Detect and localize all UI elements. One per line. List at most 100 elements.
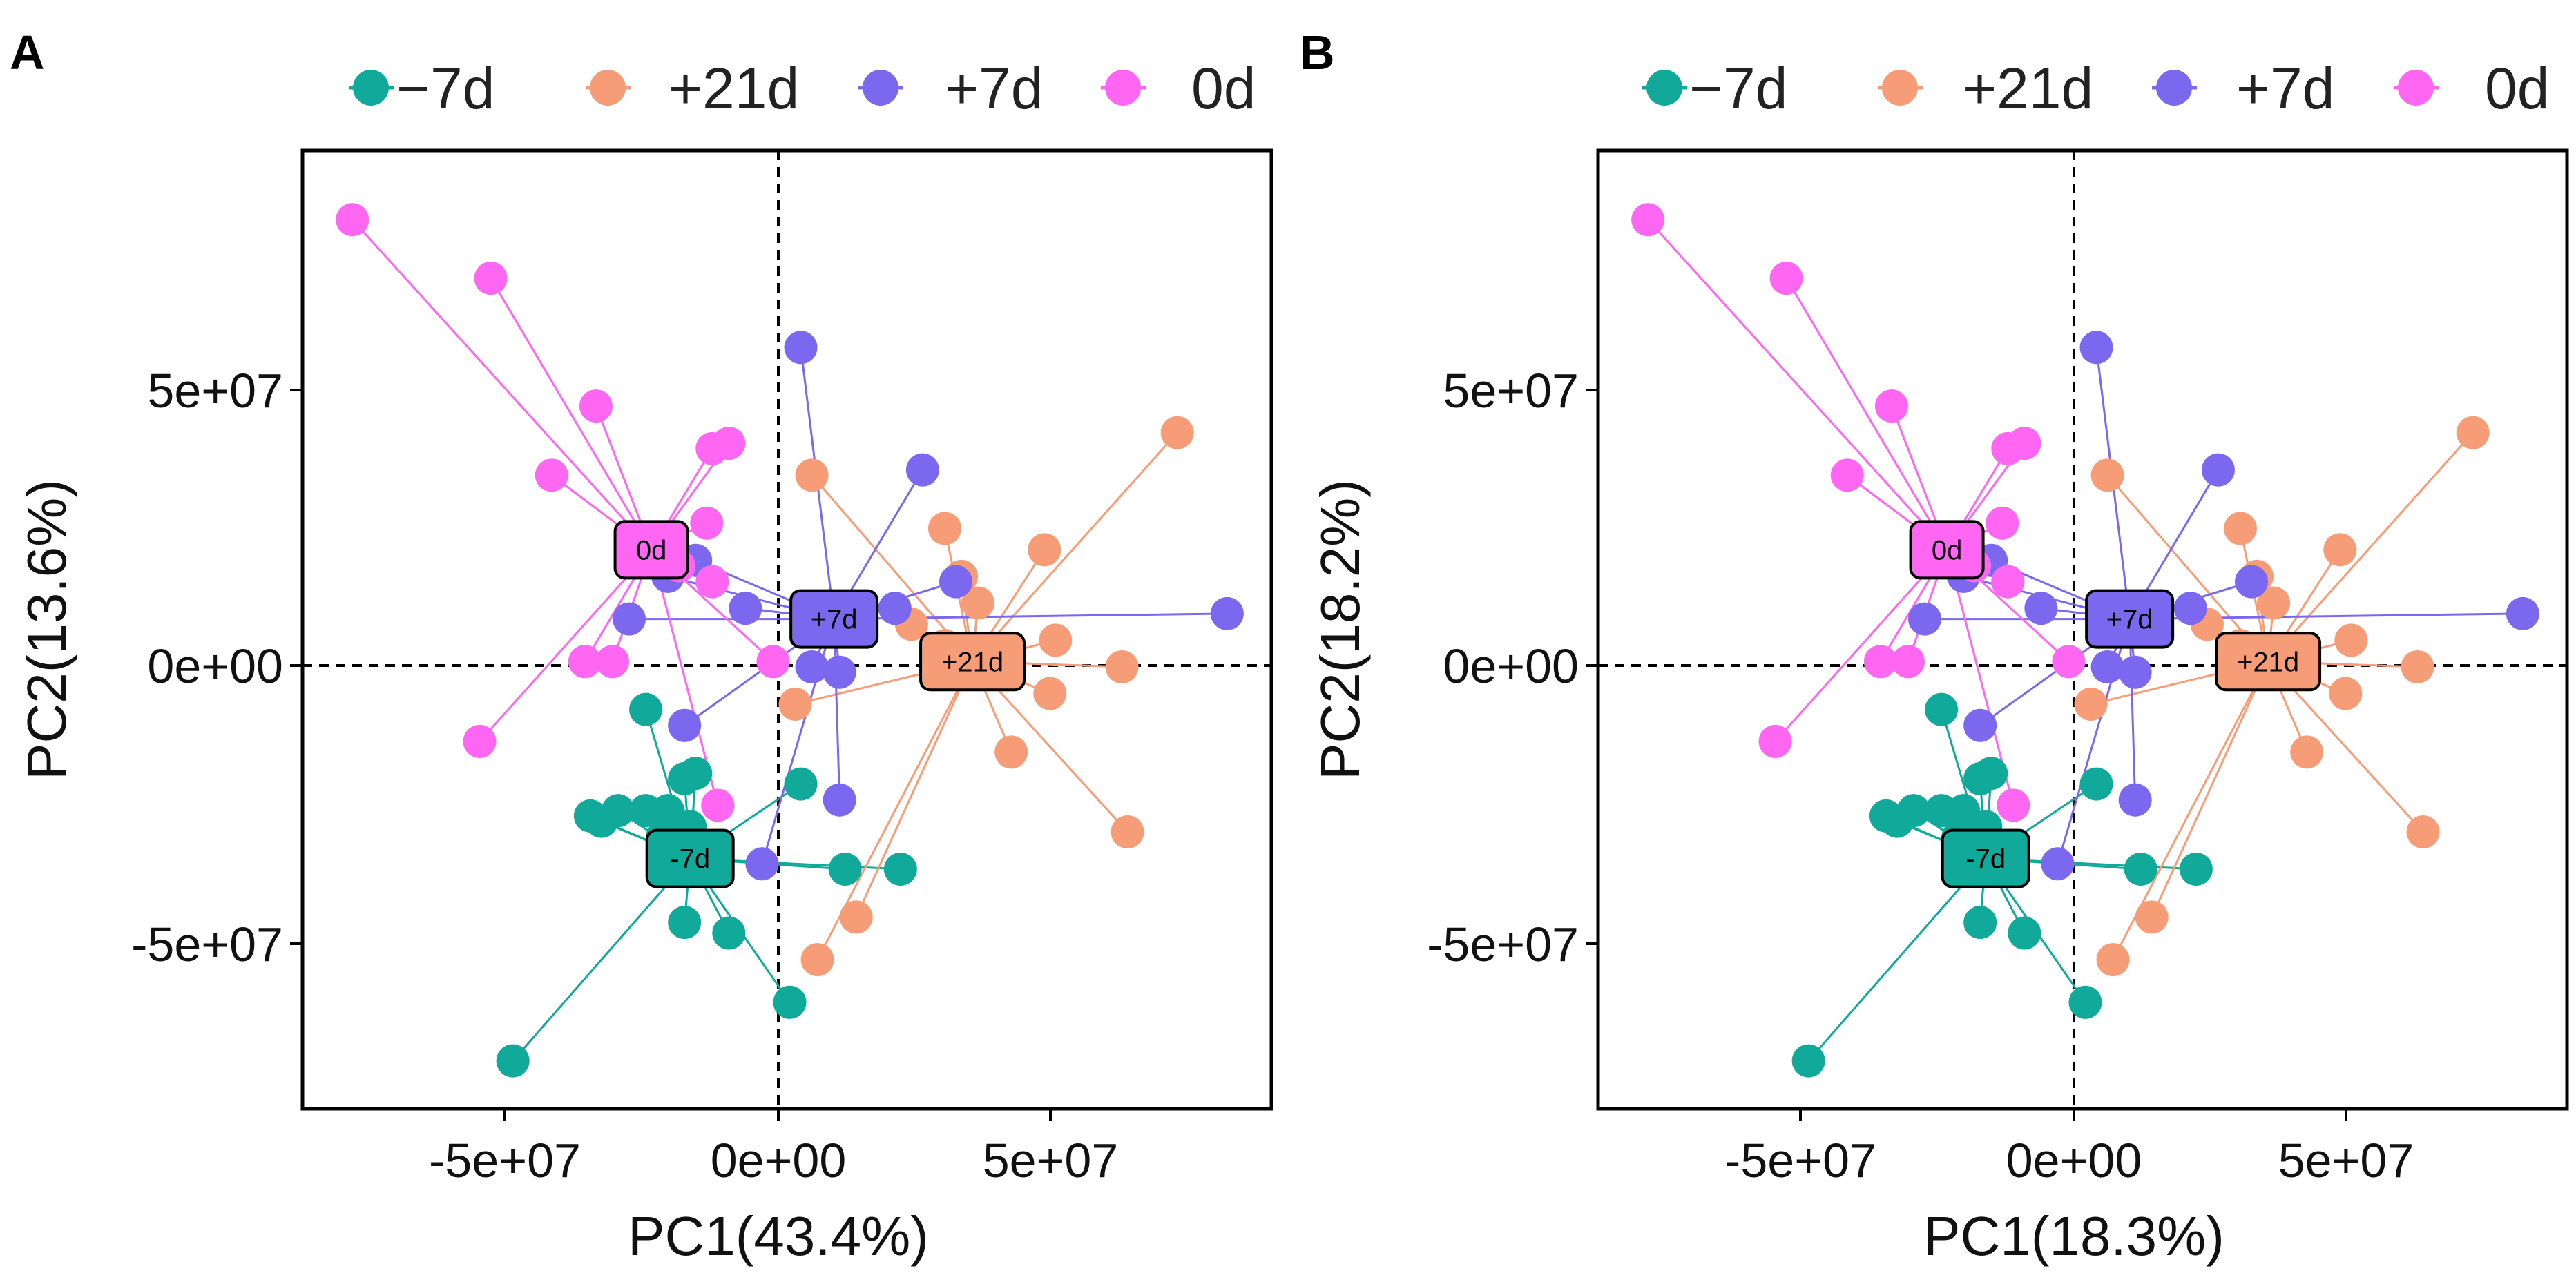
point-plus7d [784, 331, 818, 365]
panel-a-x-axis-title: PC1(43.4%) [628, 1205, 929, 1267]
point-plus21d [1028, 533, 1061, 567]
point-0d [2052, 645, 2086, 679]
point-plus21d [1111, 815, 1144, 849]
centroid-label-minus7d: -7d [1941, 828, 2030, 888]
point-0d [712, 427, 746, 460]
point-plus21d [1105, 650, 1139, 683]
centroid-label-plus7d: +7d [789, 589, 879, 649]
centroid-text-plus7d: +7d [811, 605, 858, 635]
panel-b-letter: B [1300, 26, 1335, 79]
point-plus7d [745, 847, 779, 881]
point-plus21d [2334, 623, 2368, 657]
panel-a-ytick-label-1: 0e+00 [147, 639, 283, 693]
point-plus7d [2090, 650, 2124, 683]
point-minus7d [679, 757, 713, 790]
point-minus7d [1925, 692, 1959, 726]
panel-a-y-axis-title: PC2(13.6%) [16, 479, 77, 780]
legend-key-minus7d [353, 70, 389, 106]
point-plus7d [1908, 602, 1942, 636]
point-plus21d [795, 458, 829, 492]
centroid-labels: -7d +21d +7d 0d [1909, 520, 2322, 888]
centroid-labels: -7d +21d +7d 0d [613, 520, 1026, 888]
spider-line-0d [490, 278, 653, 551]
spider-line-minus7d [1807, 857, 1987, 1062]
panel-a-xtick-label-1: 0e+00 [711, 1134, 847, 1187]
point-0d [1891, 645, 1925, 679]
point-plus7d [878, 592, 912, 625]
panel-b-marks: -7d +21d +7d 0d [1631, 203, 2539, 1078]
legend-label-plus21d: +21d [1963, 56, 2093, 121]
point-plus7d [2506, 596, 2539, 630]
point-0d [463, 724, 497, 758]
centroid-text-plus21d: +21d [2237, 647, 2299, 677]
point-plus21d [778, 687, 812, 721]
point-plus7d [2201, 453, 2235, 487]
panel-b-plot-frame [1596, 148, 2569, 1111]
legend-key-plus21d [590, 70, 626, 106]
point-minus7d [668, 906, 702, 940]
point-plus7d [939, 565, 973, 599]
point-minus7d [2124, 853, 2157, 886]
centroid-label-0d: 0d [1909, 520, 1985, 580]
spider-line-0d [479, 549, 653, 742]
point-plus7d [2173, 592, 2207, 625]
legend-key-0d [1105, 70, 1141, 106]
point-plus7d [668, 708, 702, 742]
point-0d [1874, 389, 1908, 423]
panel-b-ytick-label-0: 5e+07 [1443, 364, 1579, 418]
panel-a-letter: A [10, 26, 45, 79]
point-minus7d [1963, 906, 1997, 940]
point-plus21d [2257, 586, 2291, 620]
point-0d [535, 458, 568, 492]
point-plus7d [2235, 565, 2269, 599]
point-plus21d [2223, 512, 2257, 545]
centroid-box-0d [613, 520, 689, 580]
point-plus21d [1039, 623, 1073, 657]
point-minus7d [784, 767, 818, 801]
point-0d [568, 645, 602, 679]
legend-key-plus7d [2156, 70, 2192, 106]
centroid-text-0d: 0d [1932, 535, 1963, 565]
panel-a-marks: -7d +21d +7d 0d [336, 203, 1244, 1078]
panel-a-legend: −7d +21d +7d 0d [349, 56, 1256, 121]
centroid-box-0d [1909, 520, 1985, 580]
point-minus7d [883, 853, 917, 886]
centroid-text-minus7d: -7d [1965, 844, 2006, 875]
point-0d [1863, 645, 1897, 679]
point-0d [695, 565, 729, 599]
spider-line-plus21d [855, 661, 974, 918]
point-0d [1758, 724, 1792, 758]
point-plus21d [2290, 735, 2324, 769]
legend-label-plus7d: +7d [945, 56, 1044, 121]
point-plus21d [2456, 416, 2490, 449]
point-plus21d [1033, 677, 1067, 710]
point-plus7d [2118, 655, 2152, 689]
point-minus7d [773, 985, 807, 1019]
point-plus7d [2079, 331, 2113, 365]
point-plus21d [927, 512, 961, 545]
point-minus7d [2008, 916, 2041, 950]
point-minus7d [2079, 767, 2113, 801]
point-plus21d [2090, 458, 2124, 492]
panel-b-xtick-label-1: 0e+00 [2006, 1134, 2142, 1187]
point-minus7d [1880, 804, 1914, 838]
point-plus21d [2329, 677, 2363, 710]
point-plus7d [1210, 596, 1244, 630]
point-plus7d [2041, 847, 2075, 881]
point-0d [1997, 788, 2030, 822]
point-plus21d [800, 943, 834, 977]
point-minus7d [496, 1044, 530, 1078]
panel-b-y-axis-title: PC2(18.2%) [1309, 479, 1371, 780]
point-minus7d [629, 692, 663, 726]
panel-a: A −7d +21d +7d 0d -7d +21d +7d 0d 5e+07 0e+… [10, 26, 1273, 1267]
point-plus21d [2401, 650, 2434, 683]
spider-line-plus21d [2151, 661, 2269, 918]
point-0d [1769, 262, 1803, 295]
point-0d [579, 389, 613, 423]
point-0d [474, 262, 508, 295]
legend-label-minus7d: −7d [396, 56, 495, 121]
point-0d [336, 203, 369, 237]
panel-b-legend: −7d +21d +7d 0d [1642, 56, 2549, 121]
panel-a-xtick-label-0: -5e+07 [429, 1134, 581, 1187]
